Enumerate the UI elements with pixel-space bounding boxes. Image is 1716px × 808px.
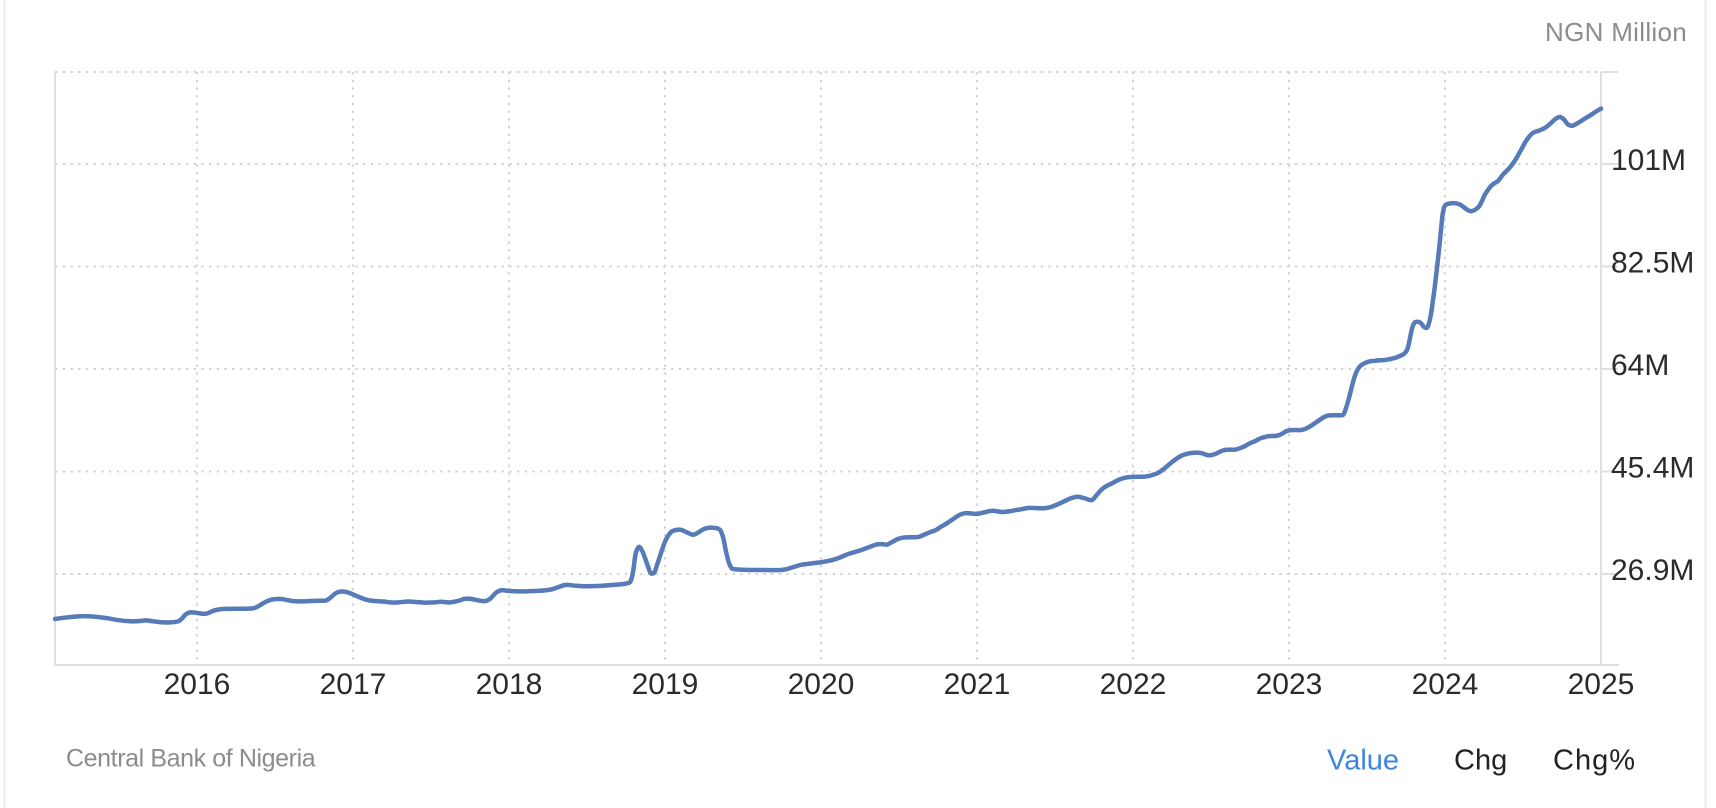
- svg-text:45.4M: 45.4M: [1611, 452, 1694, 485]
- svg-text:Chg%: Chg%: [1553, 745, 1636, 777]
- svg-text:2017: 2017: [320, 668, 387, 701]
- svg-text:Chg: Chg: [1454, 745, 1507, 777]
- svg-text:2023: 2023: [1256, 668, 1323, 701]
- svg-text:2021: 2021: [944, 668, 1011, 701]
- svg-text:2020: 2020: [788, 668, 855, 701]
- svg-text:2024: 2024: [1412, 668, 1479, 701]
- svg-text:NGN Million: NGN Million: [1545, 17, 1687, 47]
- svg-text:Central Bank of Nigeria: Central Bank of Nigeria: [66, 745, 316, 773]
- svg-text:82.5M: 82.5M: [1611, 247, 1694, 280]
- svg-text:101M: 101M: [1611, 144, 1686, 177]
- svg-text:2025: 2025: [1568, 668, 1635, 701]
- svg-text:64M: 64M: [1611, 349, 1669, 382]
- svg-text:2018: 2018: [476, 668, 543, 701]
- svg-text:Value: Value: [1327, 745, 1399, 777]
- svg-text:26.9M: 26.9M: [1611, 554, 1694, 587]
- svg-text:2016: 2016: [164, 668, 231, 701]
- svg-text:2019: 2019: [632, 668, 699, 701]
- svg-text:2022: 2022: [1100, 668, 1167, 701]
